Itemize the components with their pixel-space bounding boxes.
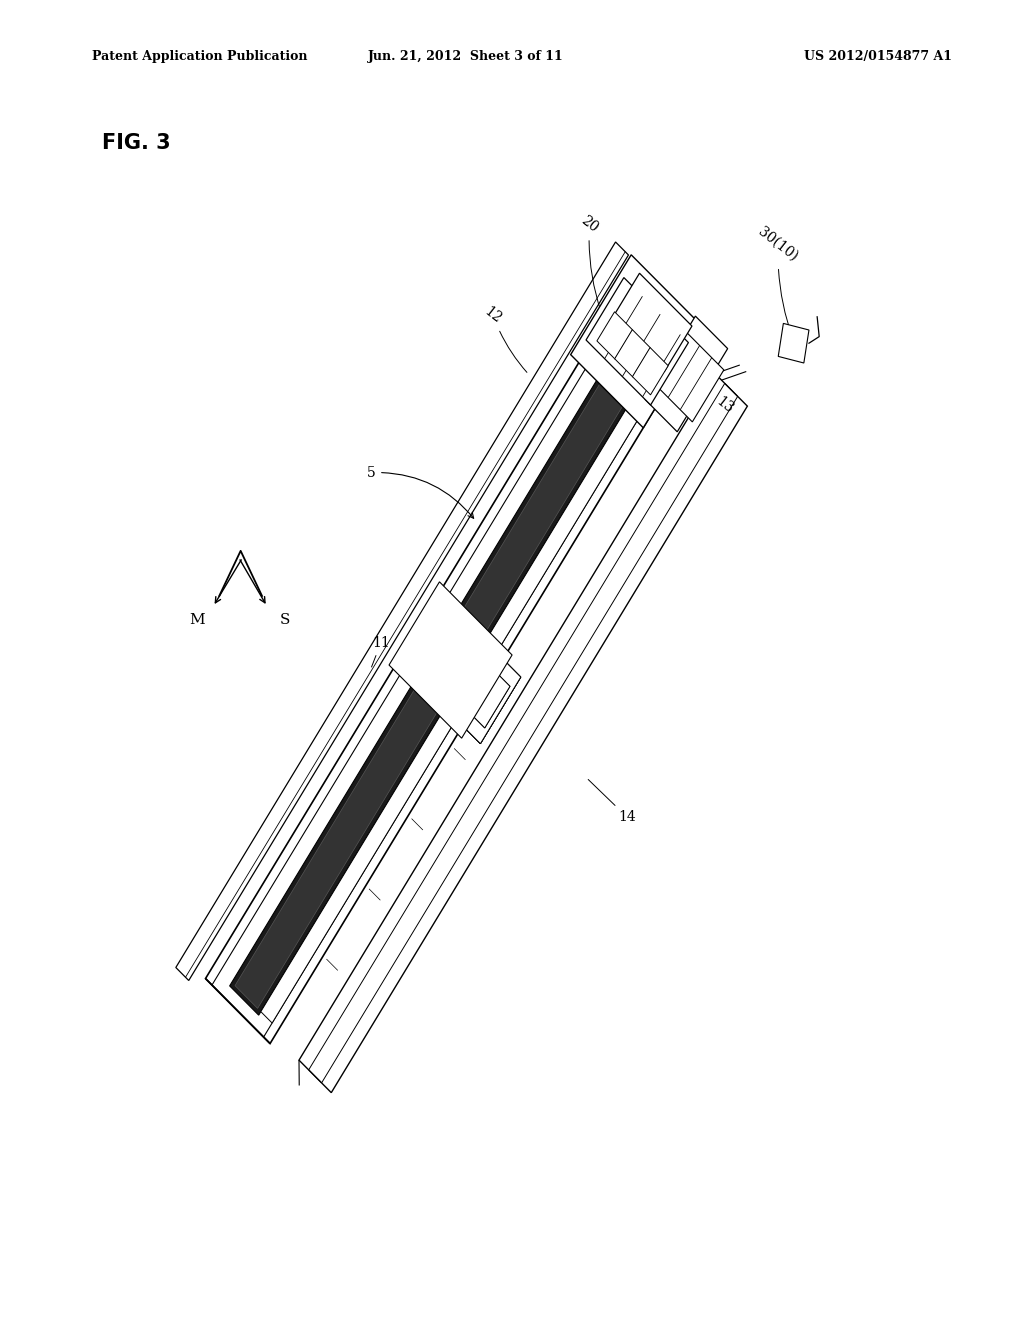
Polygon shape (778, 323, 809, 363)
Polygon shape (597, 312, 633, 359)
Polygon shape (400, 595, 501, 725)
Polygon shape (299, 374, 748, 1093)
Text: M: M (188, 612, 205, 627)
Polygon shape (261, 338, 681, 1023)
Polygon shape (463, 659, 521, 743)
Text: S: S (280, 612, 290, 627)
Polygon shape (611, 273, 692, 372)
Text: FIG. 3: FIG. 3 (102, 132, 171, 153)
Text: 11: 11 (372, 636, 390, 667)
Text: 14: 14 (588, 780, 636, 824)
Text: Patent Application Publication: Patent Application Publication (92, 50, 307, 63)
Text: 13: 13 (700, 380, 736, 416)
Polygon shape (649, 327, 724, 422)
Polygon shape (614, 330, 650, 378)
Polygon shape (586, 277, 688, 405)
Text: 5: 5 (368, 466, 474, 519)
Polygon shape (470, 672, 510, 727)
Text: 20: 20 (579, 214, 601, 312)
Polygon shape (389, 582, 512, 738)
Text: Jun. 21, 2012  Sheet 3 of 11: Jun. 21, 2012 Sheet 3 of 11 (368, 50, 564, 63)
Polygon shape (633, 347, 668, 395)
Polygon shape (229, 305, 672, 1015)
Polygon shape (463, 659, 521, 743)
Polygon shape (470, 672, 510, 727)
Polygon shape (463, 659, 521, 743)
Polygon shape (570, 255, 703, 428)
Polygon shape (206, 276, 695, 1044)
Text: US 2012/0154877 A1: US 2012/0154877 A1 (804, 50, 952, 63)
Text: 12: 12 (481, 304, 527, 372)
Polygon shape (234, 312, 667, 1008)
Polygon shape (645, 315, 728, 432)
Polygon shape (463, 659, 521, 743)
Text: 30(10): 30(10) (756, 224, 801, 338)
Polygon shape (176, 242, 629, 981)
